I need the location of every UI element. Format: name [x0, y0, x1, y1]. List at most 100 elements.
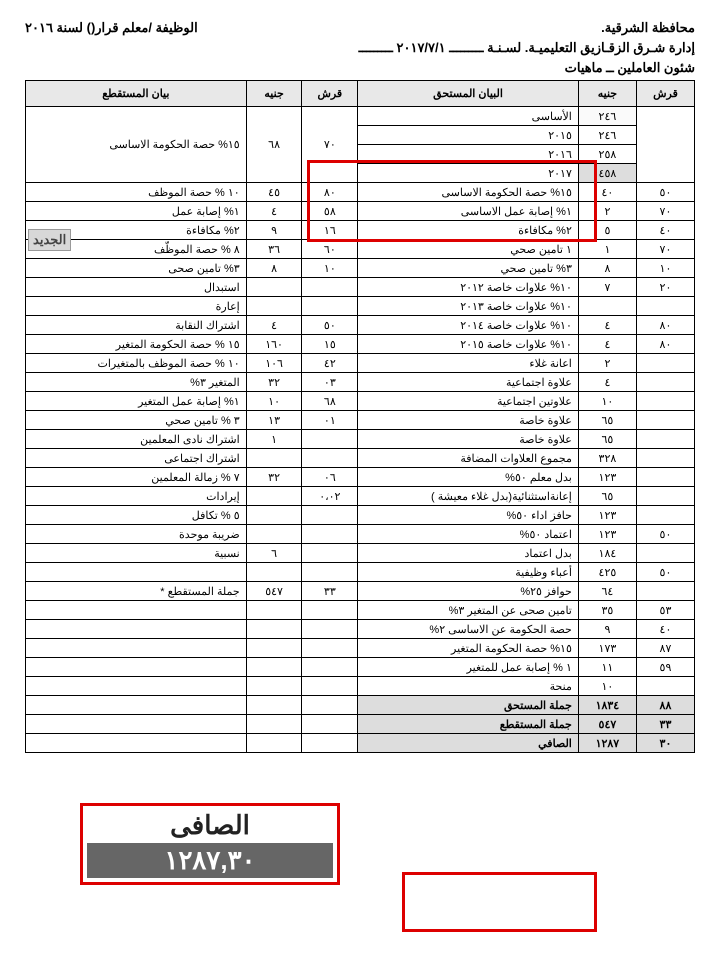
table-row: ٦٤حوافز ٢٥%٣٣٥٤٧جملة المستقطع *	[26, 582, 695, 601]
ded-desc: ٥ % تكافل	[26, 506, 247, 525]
due-desc: ١ % إصابة عمل للمتغير	[358, 658, 579, 677]
table-row: ١٠علاوتين اجتماعية٦٨١٠١% إصابة عمل المتغ…	[26, 392, 695, 411]
cell: ٥٤٧	[246, 582, 302, 601]
table-row: ١٢٣حافز اداء ٥٠%٥ % تكافل	[26, 506, 695, 525]
table-row: ٢اعانة غلاء٤٢١٠٦١٠ % حصة الموظف بالمتغير…	[26, 354, 695, 373]
ded-desc	[26, 620, 247, 639]
basic-y2: ٢٠١٦	[358, 145, 579, 164]
cell: ١٠	[578, 677, 636, 696]
due-desc: ٢% مكافاءة	[358, 221, 579, 240]
cell: ١	[246, 430, 302, 449]
cell: ٥٠	[636, 525, 694, 544]
ded-desc	[26, 601, 247, 620]
cell	[302, 525, 358, 544]
summary-label: الصافي	[358, 734, 579, 753]
table-row: ٦٥علاوة خاصة٠١١٣٣ % تامين صحي	[26, 411, 695, 430]
table-row: ٦٥إعانةاستثنائية(بدل غلاء معيشة )٠،٠٢إير…	[26, 487, 695, 506]
summary-val: ١٨٣٤	[578, 696, 636, 715]
due-desc: حصة الحكومة عن الاساسى ٢%	[358, 620, 579, 639]
ded-desc: اشتراك اجتماعى	[26, 449, 247, 468]
cell: ١٦	[302, 221, 358, 240]
cell: ٣٢٨	[578, 449, 636, 468]
cell: ٣٢	[246, 373, 302, 392]
cell: ٦	[246, 544, 302, 563]
cell: ٢٠	[636, 278, 694, 297]
due-desc: ١٥% حصة الحكومة الاساسى	[358, 183, 579, 202]
dept-header: شئون العاملين ــ ماهيات	[359, 60, 695, 76]
col-gnh2: جنيه	[246, 81, 302, 107]
cell	[302, 601, 358, 620]
table-row: ٨٧١٧٣١٥% حصة الحكومة المتغير	[26, 639, 695, 658]
salary-table: قرش جنيه البيان المستحق قرش جنيه بيان ال…	[25, 80, 695, 753]
cell: ٣٦	[246, 240, 302, 259]
cell: ١٠	[246, 392, 302, 411]
admin-header: إدارة شـرق الزقـازيق التعليميـة. لسـنـة …	[359, 40, 695, 56]
cell: ٦٠	[302, 240, 358, 259]
col-qrs2: قرش	[302, 81, 358, 107]
summary-val	[246, 734, 302, 753]
cell: ١٨٤	[578, 544, 636, 563]
cell	[302, 677, 358, 696]
cell: ٣٥	[578, 601, 636, 620]
cell	[302, 278, 358, 297]
table-row: ١٠منحة	[26, 677, 695, 696]
summary-row: ٣٣٥٤٧جملة المستقطع	[26, 715, 695, 734]
ded-desc: ١٥ % حصة الحكومة المتغير	[26, 335, 247, 354]
table-row: ١٠٨٣% تامين صحي١٠٨٣% تامين صحى	[26, 259, 695, 278]
table-row: ١٠% علاوات خاصة ٢٠١٣إعارة	[26, 297, 695, 316]
cell: ٦٨	[302, 392, 358, 411]
highlight-summary	[402, 872, 597, 932]
cell	[636, 449, 694, 468]
due-desc: ١٠% علاوات خاصة ٢٠١٥	[358, 335, 579, 354]
ded-desc: ضريبة موحدة	[26, 525, 247, 544]
cell: ١٢٣	[578, 525, 636, 544]
gov-header: محافظة الشرقية.	[359, 20, 695, 36]
ded-desc: ١% إصابة عمل المتغير	[26, 392, 247, 411]
basic-dg: ٦٨	[246, 107, 302, 183]
cell	[636, 373, 694, 392]
cell	[302, 563, 358, 582]
table-row: ٥٣٣٥تامين صحى عن المتغير ٣%	[26, 601, 695, 620]
cell	[246, 658, 302, 677]
summary-val: ٣٠	[636, 734, 694, 753]
due-desc: علاوتين اجتماعية	[358, 392, 579, 411]
ded-desc: إيرادات	[26, 487, 247, 506]
ded-desc: ٣% تامين صحى	[26, 259, 247, 278]
summary-val: ٣٣	[636, 715, 694, 734]
cell	[302, 544, 358, 563]
cell: ٨٠	[302, 183, 358, 202]
summary-val	[26, 715, 247, 734]
cell: ٨	[578, 259, 636, 278]
cell	[636, 468, 694, 487]
ded-desc	[26, 677, 247, 696]
due-desc: اعتماد ٥٠%	[358, 525, 579, 544]
ded-desc: إعارة	[26, 297, 247, 316]
cell: ٥٠	[636, 563, 694, 582]
cell: ٤٢	[302, 354, 358, 373]
due-desc: بدل معلم ٥٠%	[358, 468, 579, 487]
cell	[636, 506, 694, 525]
summary-val	[302, 734, 358, 753]
cell: ١	[578, 240, 636, 259]
due-desc: إعانةاستثنائية(بدل غلاء معيشة )	[358, 487, 579, 506]
table-row: ٧٠٢١% إصابة عمل الاساسى٥٨٤١% إصابة عمل	[26, 202, 695, 221]
cell: ١٢٣	[578, 506, 636, 525]
basic-v1b: ٢٤٦	[578, 126, 636, 145]
net-value: ١٢٨٧,٣٠	[87, 843, 333, 878]
summary-val	[302, 715, 358, 734]
cell	[246, 525, 302, 544]
due-desc: مجموع العلاوات المضافة	[358, 449, 579, 468]
due-desc: علاوة اجتماعية	[358, 373, 579, 392]
table-row: ٦٥علاوة خاصة١اشتراك نادى المعلمين	[26, 430, 695, 449]
ded-desc	[26, 639, 247, 658]
table-row: ٧٠١١ تامين صحي٦٠٣٦٨ % حصة الموظّف	[26, 240, 695, 259]
net-box: الصافى ١٢٨٧,٣٠	[80, 803, 340, 885]
cell: ٤	[246, 202, 302, 221]
cell: ٣٢	[246, 468, 302, 487]
basic-y1: ٢٠١٥	[358, 126, 579, 145]
cell: ٢	[578, 354, 636, 373]
cell: ٠،٠٢	[302, 487, 358, 506]
basic-ded: ١٥% حصة الحكومة الاساسى	[26, 107, 247, 183]
ded-desc: ٧ % زمالة المعلمين	[26, 468, 247, 487]
table-row: ٤علاوة اجتماعية٠٣٣٢المتغير ٣%	[26, 373, 695, 392]
